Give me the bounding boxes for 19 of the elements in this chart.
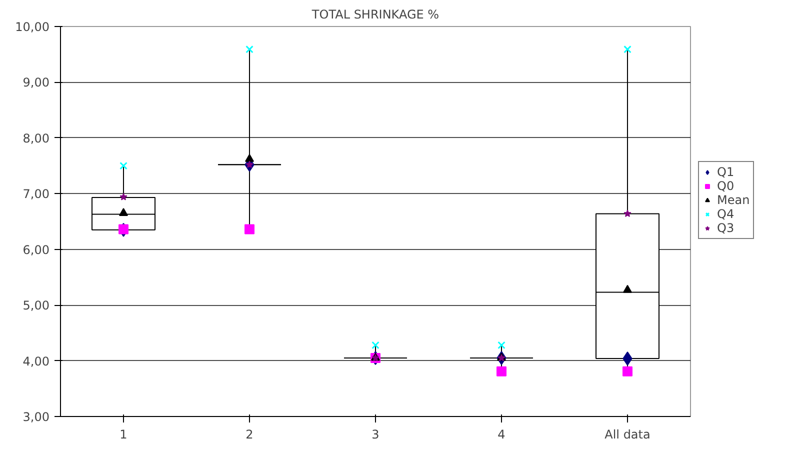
y-tick-label: 4,00: [22, 354, 50, 368]
legend-label: Q1: [717, 164, 736, 179]
y-tick-label: 7,00: [22, 187, 50, 202]
y-tick-label: 10,00: [15, 20, 50, 34]
x-tick-label: 1: [120, 428, 128, 442]
y-tick-label: 9,00: [22, 76, 50, 90]
x-tick-label: 2: [246, 428, 254, 442]
chart-title: TOTAL SHRINKAGE %: [310, 8, 440, 22]
legend-label: Mean: [717, 192, 750, 207]
x-tick-label: 4: [498, 428, 506, 442]
legend-label: Q4: [717, 206, 736, 221]
y-tick-label: 5,00: [22, 298, 50, 313]
x-tick-label: 3: [372, 428, 380, 442]
y-tick-label: 6,00: [22, 242, 50, 257]
legend-label: Q0: [717, 178, 736, 193]
legend-label: Q3: [717, 220, 736, 235]
y-tick-label: 8,00: [22, 131, 50, 146]
x-tick-label: All data: [604, 428, 650, 442]
y-tick-label: 3,00: [22, 410, 50, 424]
